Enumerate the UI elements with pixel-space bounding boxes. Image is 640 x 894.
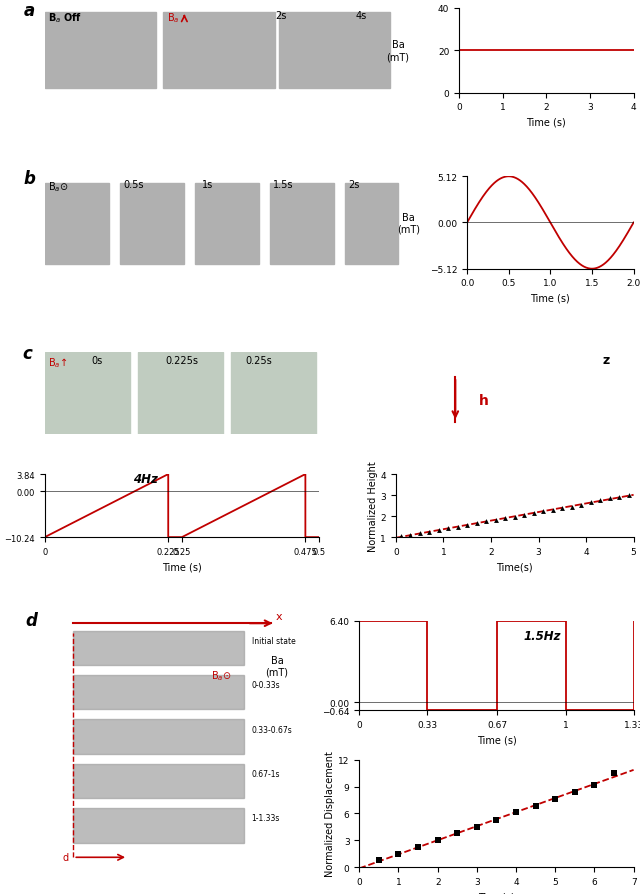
Text: B$_a$ Off: B$_a$ Off: [48, 12, 83, 25]
Y-axis label: Ba
(mT): Ba (mT): [266, 655, 289, 677]
Text: 1s: 1s: [202, 180, 213, 190]
Text: z: z: [603, 354, 610, 367]
Text: 1-1.33s: 1-1.33s: [252, 814, 280, 822]
Text: 0.33-0.67s: 0.33-0.67s: [252, 725, 292, 734]
Bar: [269, 183, 334, 265]
Text: B$_a$⊙: B$_a$⊙: [211, 669, 232, 682]
X-axis label: Time (s): Time (s): [531, 293, 570, 304]
Bar: [278, 13, 390, 89]
X-axis label: Time (s): Time (s): [477, 735, 516, 745]
Bar: [74, 720, 244, 754]
Bar: [45, 13, 156, 89]
Text: 1.5s: 1.5s: [273, 180, 294, 190]
Text: B$_a$: B$_a$: [167, 12, 179, 25]
Text: B$_a$↑: B$_a$↑: [47, 356, 67, 369]
Text: a: a: [24, 2, 35, 21]
Y-axis label: Normalized Height: Normalized Height: [367, 460, 378, 552]
Text: 0.25s: 0.25s: [245, 356, 272, 366]
X-axis label: Time(s): Time(s): [478, 891, 515, 894]
Text: 2s: 2s: [348, 180, 360, 190]
Text: c: c: [23, 345, 33, 363]
Y-axis label: Ba
(mT): Ba (mT): [397, 213, 420, 234]
Text: d: d: [26, 611, 38, 629]
Bar: [138, 353, 223, 434]
Text: 0.225s: 0.225s: [166, 356, 198, 366]
Text: d: d: [63, 852, 68, 863]
X-axis label: Time(s): Time(s): [497, 561, 533, 572]
Text: 0-0.33s: 0-0.33s: [252, 680, 280, 689]
Bar: [74, 631, 244, 665]
Bar: [74, 808, 244, 842]
Text: 2s: 2s: [275, 12, 287, 21]
Bar: [231, 353, 316, 434]
Bar: [195, 183, 259, 265]
Text: 0.67-1s: 0.67-1s: [252, 769, 280, 778]
Bar: [120, 183, 184, 265]
Bar: [45, 353, 130, 434]
Bar: [344, 183, 398, 265]
Text: x: x: [275, 611, 282, 621]
Text: b: b: [24, 170, 35, 188]
Bar: [74, 675, 244, 710]
Text: 4s: 4s: [355, 12, 367, 21]
Text: B$_a$⊙: B$_a$⊙: [49, 180, 69, 194]
X-axis label: Time (s): Time (s): [527, 118, 566, 128]
Bar: [74, 763, 244, 798]
Text: h: h: [479, 393, 489, 408]
Text: Initial state: Initial state: [252, 637, 296, 645]
Bar: [45, 183, 109, 265]
Text: 4Hz: 4Hz: [132, 472, 157, 485]
Text: 0s: 0s: [92, 356, 102, 366]
Text: 1.5Hz: 1.5Hz: [524, 629, 561, 642]
Bar: [163, 13, 275, 89]
X-axis label: Time (s): Time (s): [162, 561, 202, 572]
Text: 0.5s: 0.5s: [124, 180, 144, 190]
Y-axis label: Ba
(mT): Ba (mT): [387, 40, 410, 62]
Y-axis label: Normalized Displacement: Normalized Displacement: [325, 751, 335, 876]
